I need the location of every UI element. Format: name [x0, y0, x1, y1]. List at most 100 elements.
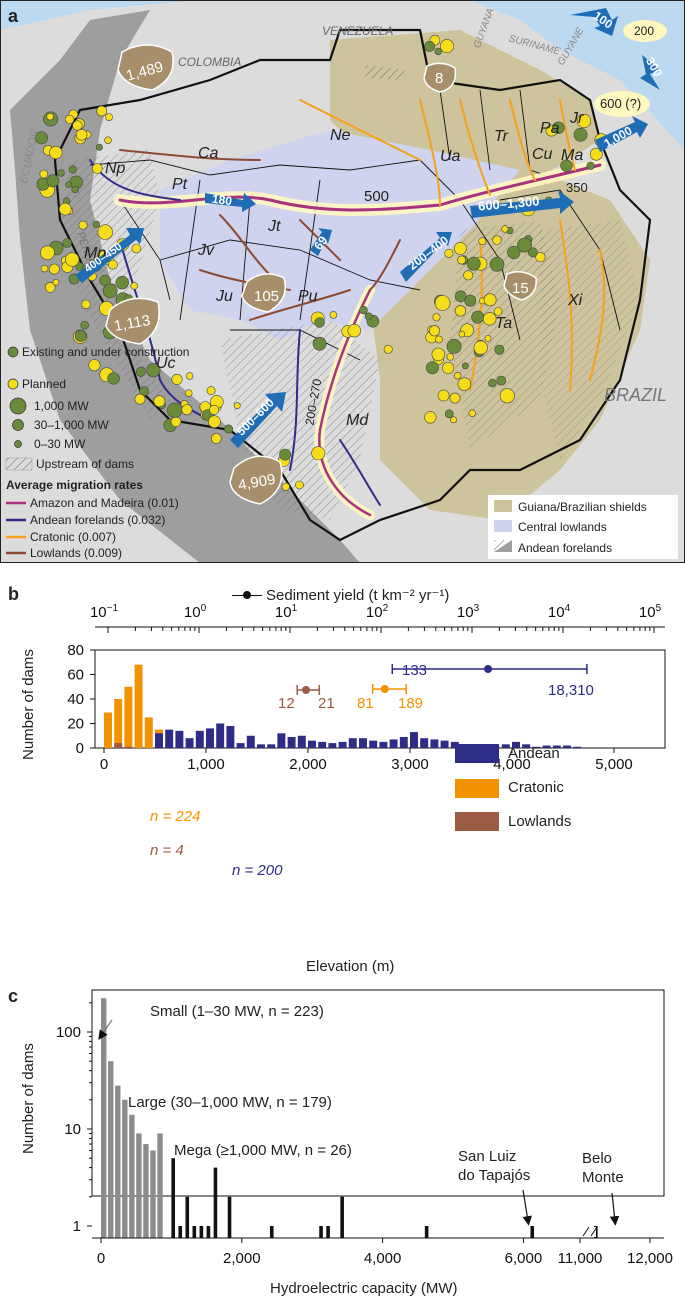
bar-andean: [359, 738, 367, 748]
planned-dam-dot: [52, 278, 60, 286]
existing-dam-dot: [527, 247, 538, 258]
bar-mega: [185, 1196, 190, 1238]
existing-dam-dot: [464, 294, 477, 307]
bar-andean: [206, 728, 214, 748]
x-tick-label: 6,000: [505, 1250, 543, 1267]
planned-dam-dot: [171, 373, 183, 385]
existing-dam-dot: [573, 127, 588, 142]
cratonic-hi: 189: [398, 695, 424, 712]
bar-andean: [236, 743, 245, 748]
basin-pt: Pt: [172, 176, 188, 193]
existing-dam-dot: [224, 424, 234, 434]
bar-mega: [326, 1226, 330, 1238]
planned-dam-dot: [64, 114, 75, 124]
bar-large: [129, 1114, 135, 1238]
legend-rates-title: Average migration rates: [6, 478, 143, 492]
bar-andean: [573, 746, 582, 748]
planned-dam-dot: [483, 312, 497, 326]
planned-dam-dot: [483, 293, 497, 307]
lowlands-n: n = 4: [150, 842, 184, 859]
planned-dam-dot: [468, 409, 476, 417]
planned-dam-dot: [478, 237, 487, 246]
planned-dam-dot: [589, 147, 603, 161]
amazon-river: [118, 163, 602, 212]
existing-dam-dot: [461, 362, 469, 370]
planned-dam-dot: [442, 361, 455, 374]
bar-andean: [338, 741, 347, 749]
bar-cratonic: [114, 699, 123, 748]
existing-dam-dot: [494, 344, 505, 355]
andean-lo: 133: [402, 662, 428, 679]
planned-dam-dot: [453, 241, 467, 255]
bar-andean: [216, 723, 225, 748]
existing-dam-dot: [102, 283, 118, 299]
legend-cratonic: Cratonic (0.007): [30, 530, 117, 544]
planned-dam-dot: [446, 353, 454, 361]
san-luiz-line2: do Tapajós: [458, 1167, 531, 1184]
planned-dam-dot: [434, 295, 451, 311]
sediment-key-bar: [232, 591, 262, 599]
existing-dam-dot: [425, 361, 439, 375]
existing-dam-dot: [364, 312, 373, 321]
basin-jv: Jv: [198, 242, 214, 259]
bar-large: [108, 1061, 114, 1238]
bar-andean: [267, 744, 276, 749]
existing-dam-dot: [62, 238, 72, 248]
y-tick-label: 0: [76, 740, 84, 757]
bar-andean: [389, 739, 398, 748]
country-colombia: COLOMBIA: [178, 55, 242, 69]
andean-n: n = 200: [232, 862, 283, 879]
planned-dam-dot: [81, 299, 91, 310]
existing-dam-dot: [471, 310, 485, 324]
planned-dam-dot: [105, 113, 113, 121]
basin-np: Np: [105, 160, 126, 177]
legend-existing: Existing and under construction: [22, 345, 190, 359]
bar-andean: [552, 745, 561, 748]
existing-dam-dot: [57, 169, 65, 177]
planned-dam-dot: [49, 146, 63, 160]
bar-mega: [319, 1226, 323, 1238]
bar-andean: [501, 744, 510, 749]
bar-mega: [424, 1226, 429, 1238]
planned-dam-dot: [435, 335, 443, 344]
planned-dam-dot: [444, 248, 454, 258]
planned-dam-dot: [78, 220, 88, 230]
bar-large: [157, 1133, 163, 1238]
belo-monte-line1: Belo: [582, 1150, 613, 1167]
small-arrow: [98, 1019, 113, 1040]
planned-dam-dot: [493, 307, 503, 316]
region-legend-box: [488, 495, 678, 559]
planned-dam-dot: [576, 113, 592, 129]
bar-andean: [532, 746, 541, 748]
existing-dam-dot: [444, 409, 454, 419]
planned-dam-dot: [383, 344, 393, 354]
legend-swatch-lowlands: [455, 812, 499, 831]
basin-jr: Jr: [570, 110, 584, 127]
planned-dam-dot: [457, 377, 471, 391]
existing-dam-dot: [454, 290, 467, 303]
legend-lowlands: Lowlands (0.009): [30, 546, 123, 560]
planned-dam-dot: [439, 39, 454, 54]
existing-dam-dot: [560, 159, 573, 173]
planned-dam-dot: [208, 415, 221, 429]
legend-shields: Guiana/Brazilian shields: [518, 500, 647, 514]
axis-break-2: [590, 1226, 598, 1237]
arrow-label-180: 180: [211, 191, 233, 209]
planned-dam-dot: [46, 112, 54, 121]
legend-cratonic-b: Cratonic: [508, 779, 564, 796]
planned-dam-dot: [75, 129, 88, 141]
label-500: 500: [364, 188, 390, 205]
san-luiz-line1: San Luiz: [458, 1148, 517, 1165]
san-luiz-arrow: [522, 1189, 532, 1226]
planned-dam-dot: [97, 224, 113, 240]
bar-andean: [257, 744, 265, 749]
bar-andean: [522, 744, 531, 749]
top-tick-label: 102: [366, 603, 389, 621]
planned-dam-dot: [72, 120, 83, 131]
legend-amazon: Amazon and Madeira (0.01): [30, 496, 179, 510]
planned-dam-dot: [463, 270, 474, 281]
existing-dam-dot: [496, 375, 507, 386]
x-tick-label: 11,000: [558, 1250, 603, 1267]
bar-andean: [512, 741, 520, 749]
